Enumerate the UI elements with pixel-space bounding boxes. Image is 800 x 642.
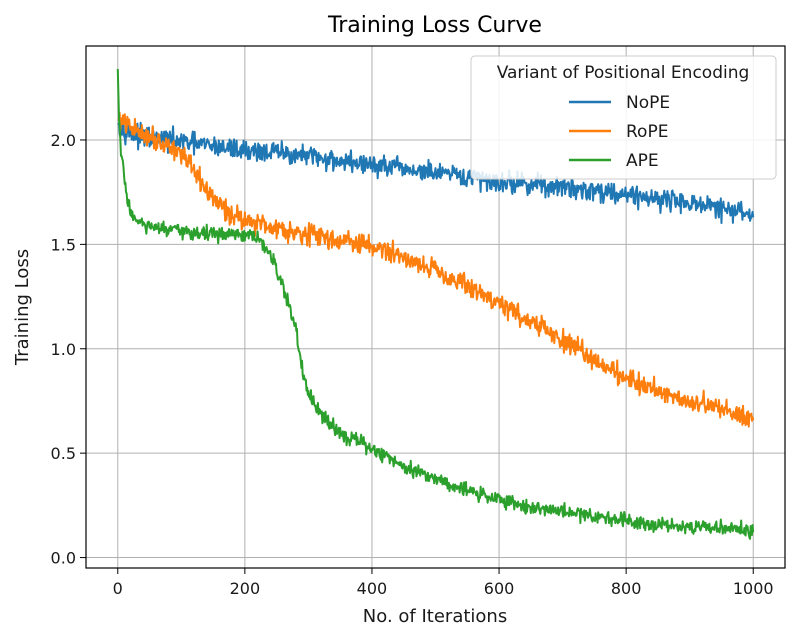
y-tick-label: 1.0 (51, 340, 76, 359)
y-axis-label: Training Loss (12, 249, 33, 366)
x-tick-label: 0 (113, 579, 123, 598)
y-tick-label: 0.5 (51, 444, 76, 463)
x-tick-label: 400 (357, 579, 388, 598)
x-tick-label: 200 (230, 579, 261, 598)
legend-label-nope: NoPE (626, 93, 670, 113)
series-layer (116, 68, 755, 540)
legend: Variant of Positional Encoding NoPE RoPE A… (470, 55, 777, 180)
x-tick-label: 1000 (733, 579, 774, 598)
plot-frame (85, 45, 786, 569)
y-tick-label: 1.5 (51, 235, 76, 254)
legend-label-rope: RoPE (626, 122, 668, 142)
legend-box (470, 55, 777, 180)
y-tick-label: 0.0 (51, 549, 76, 568)
series-line-ape (116, 68, 755, 540)
series-line-nope (117, 120, 755, 225)
series-line-rope (117, 111, 755, 428)
axis-ticks: 0 200 400 600 800 1000 0.0 0.5 1.0 1.5 2.0 (51, 131, 774, 598)
chart-title: Training Loss Curve (327, 13, 542, 38)
y-tick-label: 2.0 (51, 131, 76, 150)
x-axis-label: No. of Iterations (363, 606, 507, 627)
x-tick-label: 800 (611, 579, 642, 598)
legend-entries: NoPE RoPE APE (569, 93, 670, 171)
x-tick-label: 600 (484, 579, 515, 598)
legend-title: Variant of Positional Encoding (497, 63, 750, 83)
legend-label-ape: APE (626, 151, 659, 171)
